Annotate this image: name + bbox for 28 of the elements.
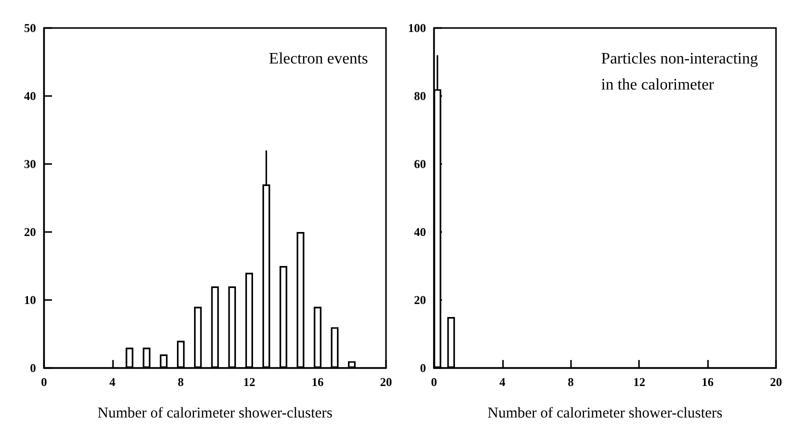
x-tick-label: 8	[178, 375, 184, 389]
y-tick-label: 20	[414, 293, 426, 307]
x-tick-label: 12	[633, 375, 646, 389]
y-tick-label: 80	[414, 89, 426, 103]
x-tick-label: 20	[380, 375, 392, 389]
y-tick-label: 0	[420, 361, 426, 375]
x-tick-label: 0	[431, 375, 437, 389]
annotation: Electron events	[268, 50, 368, 68]
y-tick-label: 100	[408, 21, 426, 35]
y-tick-label: 10	[24, 293, 36, 307]
y-tick-label: 30	[24, 157, 36, 171]
x-tick-label: 12	[243, 375, 256, 389]
x-tick-label: 4	[499, 375, 506, 389]
x-tick-label: 20	[770, 375, 782, 389]
x-tick-label: 4	[109, 375, 116, 389]
y-tick-label: 40	[414, 225, 426, 239]
x-axis-title: Number of calorimeter shower-clusters	[487, 406, 723, 422]
y-tick-label: 20	[24, 225, 36, 239]
y-tick-label: 60	[414, 157, 426, 171]
annotation: Particles non-interacting in the calorimeter	[601, 50, 758, 94]
x-tick-label: 8	[568, 375, 574, 389]
y-tick-label: 0	[30, 361, 36, 375]
x-tick-label: 0	[41, 375, 47, 389]
x-tick-label: 16	[702, 375, 714, 389]
x-axis-title: Number of calorimeter shower-clusters	[97, 406, 333, 422]
y-tick-label: 40	[24, 89, 36, 103]
x-tick-label: 16	[312, 375, 324, 389]
y-tick-label: 50	[24, 21, 36, 35]
